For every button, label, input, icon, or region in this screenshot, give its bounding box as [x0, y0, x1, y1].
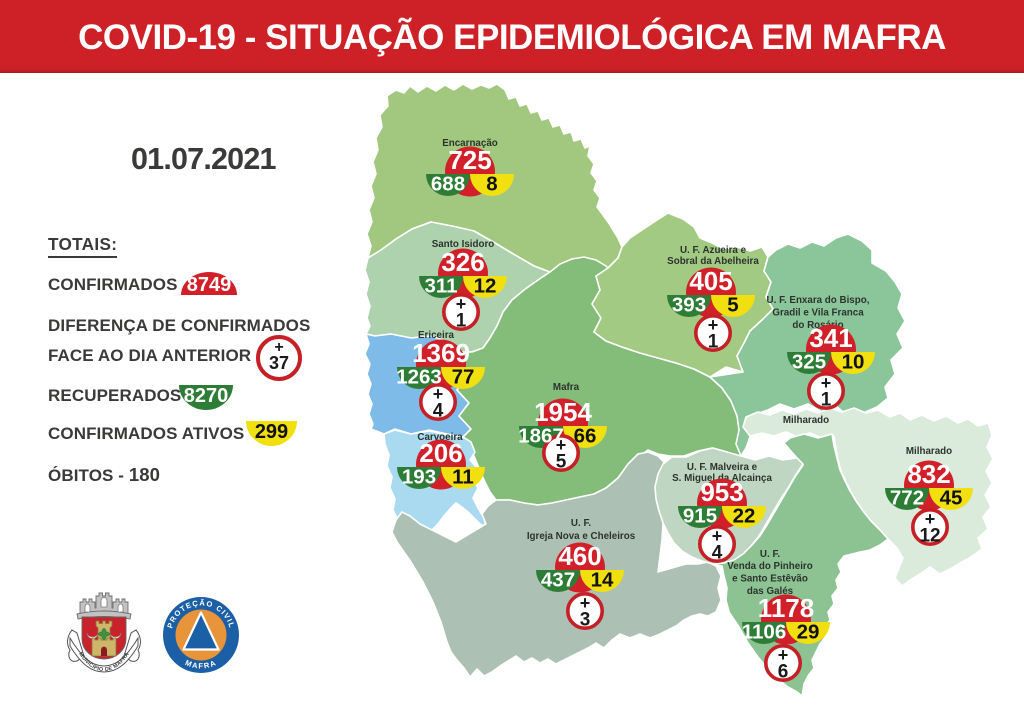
- svg-text:12: 12: [919, 526, 940, 547]
- svg-text:Carvoeira: Carvoeira: [417, 432, 463, 443]
- svg-text:11: 11: [452, 466, 474, 489]
- svg-text:10: 10: [842, 351, 865, 374]
- svg-text:193: 193: [402, 466, 436, 489]
- svg-text:U. F.: U. F.: [571, 518, 591, 529]
- svg-text:1: 1: [708, 332, 719, 353]
- svg-text:1: 1: [821, 390, 832, 411]
- svg-text:8: 8: [486, 173, 497, 196]
- svg-text:1867: 1867: [518, 425, 564, 448]
- svg-text:4: 4: [712, 543, 723, 564]
- svg-text:953: 953: [700, 477, 743, 507]
- svg-text:Santo Isidoro: Santo Isidoro: [432, 239, 495, 250]
- svg-text:14: 14: [591, 569, 614, 592]
- svg-text:6: 6: [778, 662, 789, 683]
- svg-text:5: 5: [556, 452, 567, 473]
- svg-text:+: +: [456, 294, 467, 314]
- svg-text:915: 915: [683, 505, 717, 528]
- svg-text:Ericeira: Ericeira: [418, 330, 455, 341]
- svg-text:1: 1: [456, 311, 467, 332]
- svg-text:725: 725: [448, 145, 491, 175]
- svg-text:U. F. Azueira e: U. F. Azueira e: [680, 245, 747, 256]
- svg-text:Milharado: Milharado: [783, 415, 829, 426]
- svg-text:1369: 1369: [412, 338, 470, 368]
- svg-text:29: 29: [797, 621, 820, 644]
- svg-text:325: 325: [792, 351, 826, 374]
- svg-text:1106: 1106: [742, 621, 786, 644]
- svg-text:22: 22: [733, 505, 756, 528]
- svg-text:+: +: [433, 384, 444, 404]
- svg-text:+: +: [580, 593, 591, 613]
- svg-text:437: 437: [541, 569, 575, 592]
- svg-text:Venda do Pinheiro: Venda do Pinheiro: [727, 561, 812, 572]
- svg-text:U. F. Malveira e: U. F. Malveira e: [687, 462, 758, 473]
- svg-text:311: 311: [424, 275, 457, 298]
- svg-text:+: +: [778, 645, 789, 665]
- svg-text:+: +: [925, 509, 936, 529]
- svg-text:206: 206: [419, 438, 462, 468]
- svg-text:+: +: [556, 435, 567, 455]
- svg-text:688: 688: [431, 173, 465, 196]
- svg-text:e Santo Estêvão: e Santo Estêvão: [732, 574, 808, 585]
- svg-text:326: 326: [441, 247, 484, 277]
- svg-text:66: 66: [574, 425, 597, 448]
- svg-text:MAFRA: MAFRA: [184, 658, 218, 671]
- svg-text:+: +: [712, 526, 723, 546]
- svg-text:1263: 1263: [396, 366, 442, 389]
- svg-text:S. Miguel da Alcainça: S. Miguel da Alcainça: [672, 473, 772, 484]
- svg-text:Igreja Nova e Cheleiros: Igreja Nova e Cheleiros: [527, 531, 636, 542]
- svg-text:1178: 1178: [758, 593, 814, 623]
- svg-text:393: 393: [672, 294, 706, 317]
- svg-text:+: +: [821, 373, 832, 393]
- svg-text:das Galés: das Galés: [747, 586, 794, 597]
- svg-text:Gradil e Vila Franca: Gradil e Vila Franca: [772, 308, 864, 319]
- svg-text:Sobral da Abelheira: Sobral da Abelheira: [667, 256, 759, 267]
- svg-text:460: 460: [558, 541, 601, 571]
- svg-text:Encarnação: Encarnação: [442, 138, 498, 149]
- svg-text:405: 405: [689, 266, 732, 296]
- svg-text:77: 77: [452, 366, 475, 389]
- svg-text:772: 772: [890, 487, 924, 510]
- svg-text:do Rosário: do Rosário: [792, 320, 843, 331]
- svg-text:U. F. Enxara do Bispo,: U. F. Enxara do Bispo,: [767, 295, 870, 306]
- svg-text:Mafra: Mafra: [553, 382, 580, 393]
- svg-text:5: 5: [727, 294, 738, 317]
- svg-text:45: 45: [940, 487, 963, 510]
- svg-text:3: 3: [580, 610, 591, 631]
- svg-text:12: 12: [474, 275, 497, 298]
- svg-text:U. F.: U. F.: [760, 549, 780, 560]
- svg-text:832: 832: [907, 459, 950, 489]
- svg-text:+: +: [708, 315, 719, 335]
- svg-text:341: 341: [809, 323, 852, 353]
- svg-text:Milharado: Milharado: [906, 446, 952, 457]
- svg-text:4: 4: [433, 401, 444, 422]
- svg-text:1954: 1954: [534, 397, 592, 427]
